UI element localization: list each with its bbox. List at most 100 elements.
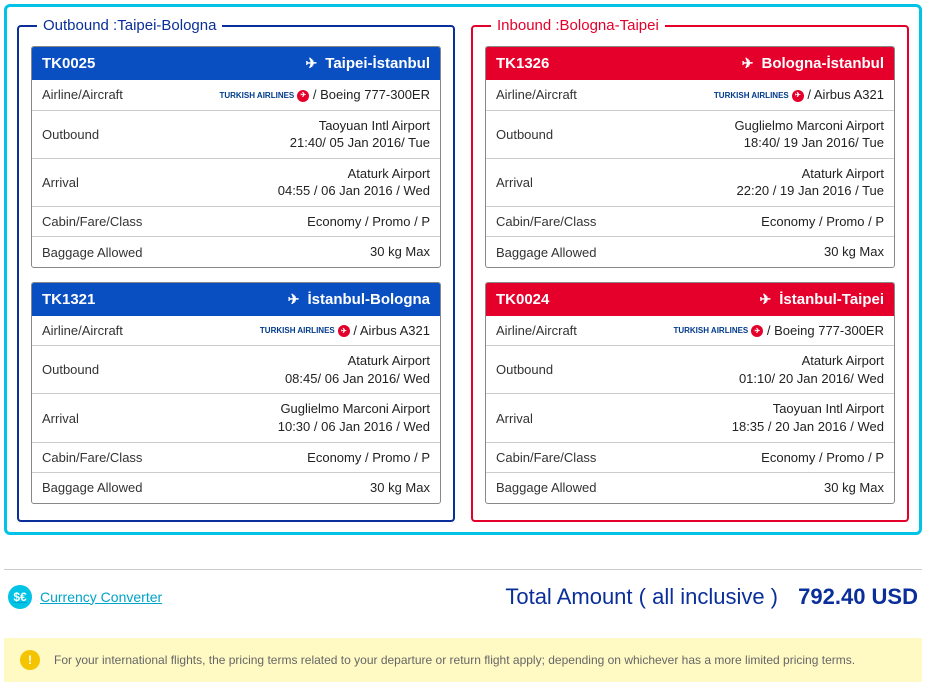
value-outbound: Guglielmo Marconi Airport 18:40/ 19 Jan … — [734, 117, 884, 152]
currency-converter-label: Currency Converter — [40, 589, 162, 605]
value-arrival: Guglielmo Marconi Airport 10:30 / 06 Jan… — [278, 400, 430, 435]
value-airline: TURKISH AIRLINES ✈ / Airbus A321 — [714, 86, 884, 104]
value-arrival: Ataturk Airport 22:20 / 19 Jan 2016 / Tu… — [737, 165, 884, 200]
value-cabin: Economy / Promo / P — [307, 213, 430, 231]
label-airline: Airline/Aircraft — [496, 87, 577, 102]
summary-section: $€ Currency Converter Total Amount ( all… — [0, 569, 926, 682]
label-baggage: Baggage Allowed — [496, 480, 596, 495]
flight-code: TK1321 — [42, 291, 95, 308]
dep-time: 08:45/ 06 Jan 2016/ Wed — [285, 370, 430, 388]
notice-text: For your international flights, the pric… — [54, 653, 855, 667]
pricing-notice: ! For your international flights, the pr… — [4, 638, 922, 682]
value-airline: TURKISH AIRLINES ✈ / Airbus A321 — [260, 322, 430, 340]
airline-logo-text: TURKISH AIRLINES — [260, 327, 335, 335]
value-arrival: Ataturk Airport 04:55 / 06 Jan 2016 / We… — [278, 165, 430, 200]
flight-route-text: Taipei-İstanbul — [325, 55, 430, 72]
label-cabin: Cabin/Fare/Class — [496, 450, 596, 465]
row-cabin: Cabin/Fare/Class Economy / Promo / P — [32, 207, 440, 238]
flight-code: TK0025 — [42, 55, 95, 72]
dep-airport: Ataturk Airport — [739, 352, 884, 370]
row-airline: Airline/Aircraft TURKISH AIRLINES ✈ / Bo… — [486, 316, 894, 347]
flight-code: TK0024 — [496, 291, 549, 308]
flight-card: TK0025 ✈ Taipei-İstanbul Airline/Aircraf… — [31, 46, 441, 268]
value-cabin: Economy / Promo / P — [761, 449, 884, 467]
row-airline: Airline/Aircraft TURKISH AIRLINES ✈ / Ai… — [32, 316, 440, 347]
label-airline: Airline/Aircraft — [496, 323, 577, 338]
currency-icon: $€ — [8, 585, 32, 609]
label-cabin: Cabin/Fare/Class — [42, 214, 142, 229]
plane-icon: ✈ — [742, 55, 754, 72]
row-cabin: Cabin/Fare/Class Economy / Promo / P — [32, 443, 440, 474]
row-baggage: Baggage Allowed 30 kg Max — [32, 473, 440, 503]
dep-time: 18:40/ 19 Jan 2016/ Tue — [734, 134, 884, 152]
arr-time: 18:35 / 20 Jan 2016 / Wed — [732, 418, 884, 436]
label-baggage: Baggage Allowed — [42, 245, 142, 260]
label-arrival: Arrival — [42, 175, 79, 190]
airline-logo: TURKISH AIRLINES ✈ — [714, 90, 804, 102]
airline-logo-text: TURKISH AIRLINES — [673, 327, 748, 335]
label-arrival: Arrival — [496, 175, 533, 190]
value-outbound: Ataturk Airport 08:45/ 06 Jan 2016/ Wed — [285, 352, 430, 387]
plane-icon: ✈ — [306, 55, 318, 72]
label-outbound: Outbound — [496, 362, 553, 377]
flight-card: TK0024 ✈ İstanbul-Taipei Airline/Aircraf… — [485, 282, 895, 504]
row-cabin: Cabin/Fare/Class Economy / Promo / P — [486, 443, 894, 474]
row-baggage: Baggage Allowed 30 kg Max — [486, 237, 894, 267]
label-arrival: Arrival — [496, 411, 533, 426]
dep-airport: Ataturk Airport — [285, 352, 430, 370]
flight-route-text: İstanbul-Bologna — [308, 291, 431, 308]
aircraft-text: / Airbus A321 — [807, 87, 884, 102]
label-arrival: Arrival — [42, 411, 79, 426]
flight-card-header: TK1321 ✈ İstanbul-Bologna — [32, 283, 440, 316]
value-arrival: Taoyuan Intl Airport 18:35 / 20 Jan 2016… — [732, 400, 884, 435]
arr-time: 22:20 / 19 Jan 2016 / Tue — [737, 182, 884, 200]
flight-route: ✈ İstanbul-Taipei — [760, 291, 884, 308]
value-baggage: 30 kg Max — [824, 479, 884, 497]
label-outbound: Outbound — [496, 127, 553, 142]
value-outbound: Taoyuan Intl Airport 21:40/ 05 Jan 2016/… — [290, 117, 430, 152]
value-baggage: 30 kg Max — [824, 243, 884, 261]
label-outbound: Outbound — [42, 127, 99, 142]
airline-logo-icon: ✈ — [338, 325, 350, 337]
total-row: $€ Currency Converter Total Amount ( all… — [4, 570, 922, 620]
inbound-legend: Inbound :Bologna-Taipei — [491, 17, 665, 34]
value-baggage: 30 kg Max — [370, 479, 430, 497]
row-outbound: Outbound Guglielmo Marconi Airport 18:40… — [486, 111, 894, 159]
value-outbound: Ataturk Airport 01:10/ 20 Jan 2016/ Wed — [739, 352, 884, 387]
outbound-group: Outbound :Taipei-Bologna TK0025 ✈ Taipei… — [17, 17, 455, 522]
airline-logo-text: TURKISH AIRLINES — [714, 92, 789, 100]
row-arrival: Arrival Guglielmo Marconi Airport 10:30 … — [32, 394, 440, 442]
row-cabin: Cabin/Fare/Class Economy / Promo / P — [486, 207, 894, 238]
aircraft-text: / Boeing 777-300ER — [767, 323, 884, 338]
total-amount-value: 792.40 USD — [798, 584, 918, 609]
dep-airport: Taoyuan Intl Airport — [290, 117, 430, 135]
value-airline: TURKISH AIRLINES ✈ / Boeing 777-300ER — [219, 86, 430, 104]
flight-card: TK1321 ✈ İstanbul-Bologna Airline/Aircra… — [31, 282, 441, 504]
row-baggage: Baggage Allowed 30 kg Max — [486, 473, 894, 503]
value-cabin: Economy / Promo / P — [307, 449, 430, 467]
label-airline: Airline/Aircraft — [42, 87, 123, 102]
row-outbound: Outbound Taoyuan Intl Airport 21:40/ 05 … — [32, 111, 440, 159]
flight-card-header: TK0025 ✈ Taipei-İstanbul — [32, 47, 440, 80]
dep-time: 21:40/ 05 Jan 2016/ Tue — [290, 134, 430, 152]
dep-time: 01:10/ 20 Jan 2016/ Wed — [739, 370, 884, 388]
row-arrival: Arrival Taoyuan Intl Airport 18:35 / 20 … — [486, 394, 894, 442]
warning-icon: ! — [20, 650, 40, 670]
airline-logo-text: TURKISH AIRLINES — [219, 92, 294, 100]
airline-logo-icon: ✈ — [297, 90, 309, 102]
value-cabin: Economy / Promo / P — [761, 213, 884, 231]
row-outbound: Outbound Ataturk Airport 08:45/ 06 Jan 2… — [32, 346, 440, 394]
row-arrival: Arrival Ataturk Airport 04:55 / 06 Jan 2… — [32, 159, 440, 207]
arr-airport: Taoyuan Intl Airport — [732, 400, 884, 418]
flight-route-text: İstanbul-Taipei — [779, 291, 884, 308]
value-baggage: 30 kg Max — [370, 243, 430, 261]
flight-route-text: Bologna-İstanbul — [762, 55, 885, 72]
arr-airport: Ataturk Airport — [278, 165, 430, 183]
label-airline: Airline/Aircraft — [42, 323, 123, 338]
outbound-legend: Outbound :Taipei-Bologna — [37, 17, 222, 34]
inbound-group: Inbound :Bologna-Taipei TK1326 ✈ Bologna… — [471, 17, 909, 522]
flight-card: TK1326 ✈ Bologna-İstanbul Airline/Aircra… — [485, 46, 895, 268]
total-amount: Total Amount ( all inclusive ) 792.40 US… — [505, 584, 918, 610]
currency-converter-link[interactable]: $€ Currency Converter — [8, 585, 162, 609]
row-airline: Airline/Aircraft TURKISH AIRLINES ✈ / Bo… — [32, 80, 440, 111]
